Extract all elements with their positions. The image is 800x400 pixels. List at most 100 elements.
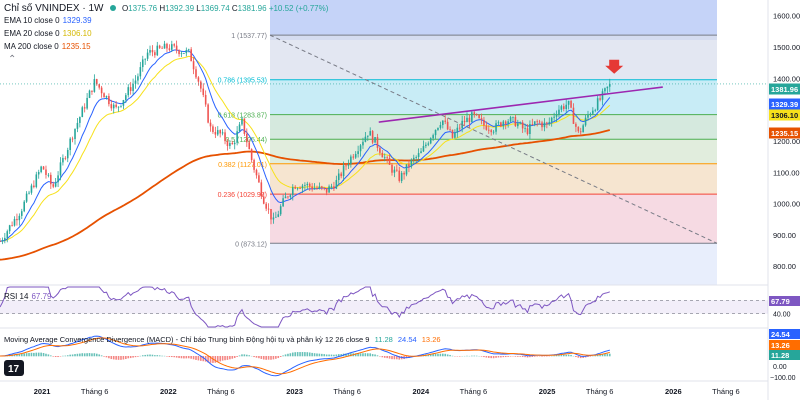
candle-body <box>16 218 18 221</box>
candle-body <box>526 128 529 135</box>
legend-ma200[interactable]: MA 200 close 0 1235.15 <box>4 42 91 51</box>
candle-body <box>529 124 531 135</box>
macd-hist-bar <box>100 355 103 357</box>
candle <box>446 118 449 131</box>
candle <box>374 136 376 143</box>
candle-body <box>463 120 466 123</box>
macd-hist-bar <box>168 356 171 357</box>
candle <box>393 166 396 178</box>
macd-hist-bar <box>129 356 132 359</box>
macd-hist-bar <box>432 354 434 357</box>
candle-body <box>366 135 369 137</box>
candle <box>1 237 4 245</box>
candle-body <box>362 141 364 146</box>
fib-label-0.786: 0.786 (1395.53) <box>218 78 267 85</box>
candle-body <box>284 196 287 199</box>
candle-body <box>23 201 25 212</box>
candle <box>579 127 582 136</box>
candle <box>224 129 226 145</box>
candle <box>190 47 192 62</box>
macd-hist-bar <box>161 355 163 357</box>
candle-body <box>291 187 294 196</box>
macd-hist-bar <box>517 356 519 357</box>
candle <box>410 158 413 169</box>
macd-hist-bar <box>316 353 318 357</box>
candle <box>478 114 480 119</box>
tradingview-logo: 17 <box>4 360 24 376</box>
macd-hist-bar <box>255 356 258 358</box>
x-tick-label: 2022 <box>160 387 177 396</box>
candle-body <box>262 196 265 204</box>
rsi-tag-text: 67.79 <box>771 297 790 306</box>
candle <box>287 195 289 199</box>
macd-hist-bar <box>30 352 33 357</box>
macd-hist-bar <box>132 356 134 358</box>
candle-body <box>127 87 130 96</box>
candle <box>214 126 217 139</box>
macd-hist-bar <box>323 354 326 357</box>
macd-hist-bar <box>345 353 347 357</box>
candle-body <box>318 186 321 189</box>
candle <box>582 123 584 133</box>
candle <box>166 42 168 53</box>
candle <box>417 148 420 162</box>
macd-hist-bar <box>589 356 592 357</box>
macd-hist-bar <box>604 353 606 357</box>
candle <box>321 185 323 191</box>
candle <box>400 170 403 184</box>
macd-hist-bar <box>74 354 76 357</box>
candle <box>526 124 529 136</box>
candle-body <box>335 180 338 189</box>
macd-hist-bar <box>362 353 364 357</box>
candle-body <box>350 156 352 165</box>
candle-body <box>52 184 55 187</box>
candle-body <box>400 172 403 181</box>
legend-macd[interactable]: Moving Average Convergence Divergence (M… <box>4 335 441 344</box>
candle <box>490 129 493 136</box>
macd-hist-bar <box>599 354 601 357</box>
macd-hist-bar <box>446 354 449 357</box>
macd-hist-bar <box>178 356 180 359</box>
candle <box>333 181 335 192</box>
price-tag-ema20 <box>769 109 800 121</box>
candle <box>565 99 568 114</box>
candle-body <box>454 132 456 138</box>
candle <box>480 113 483 125</box>
candle-body <box>376 137 379 148</box>
time-axis[interactable]: 2021 Tháng 6 2022 Tháng 6 2023 Tháng 6 2024 Thá… <box>34 387 740 396</box>
candle-body <box>8 225 11 232</box>
candle <box>47 173 50 178</box>
y-tick-label: 900.00 <box>773 231 796 240</box>
macd-hist-bar <box>95 353 98 357</box>
macd-hist-bar <box>337 354 340 357</box>
candle-body <box>490 130 493 133</box>
candle <box>538 119 541 124</box>
legend-rsi[interactable]: RSI 14 67.79 <box>4 292 52 301</box>
collapse-legend-icon[interactable]: ⌃ <box>8 54 16 65</box>
drawings[interactable] <box>0 34 768 244</box>
candle <box>301 183 304 194</box>
candle <box>347 159 350 169</box>
candle <box>171 40 173 53</box>
candle <box>66 147 69 163</box>
x-tick-label: 2024 <box>412 387 430 396</box>
candle <box>379 146 381 156</box>
candle-body <box>13 218 16 226</box>
macd-hist-bar <box>366 353 369 357</box>
fibonacci-retracement[interactable]: 1 (1537.77) 0.786 (1395.53) 0.618 (1283.87… <box>218 33 717 248</box>
macd-hist-bar <box>560 354 563 357</box>
candle-body <box>342 165 345 177</box>
candle <box>386 155 388 163</box>
y-tick-label: 800.00 <box>773 262 796 271</box>
legend-ema10[interactable]: EMA 10 close 0 1329.39 <box>4 16 92 25</box>
price-axis[interactable]: 1600.001500.001400.001300.001200.001100.… <box>773 12 800 272</box>
macd-hist-bar <box>606 353 609 357</box>
macd-hist-bar <box>151 354 154 357</box>
macd-tag-1 <box>769 329 800 339</box>
x-tick-label: Tháng 6 <box>460 387 488 396</box>
macd-hist-bar <box>354 353 357 357</box>
legend-ema20[interactable]: EMA 20 close 0 1306.10 <box>4 29 92 38</box>
